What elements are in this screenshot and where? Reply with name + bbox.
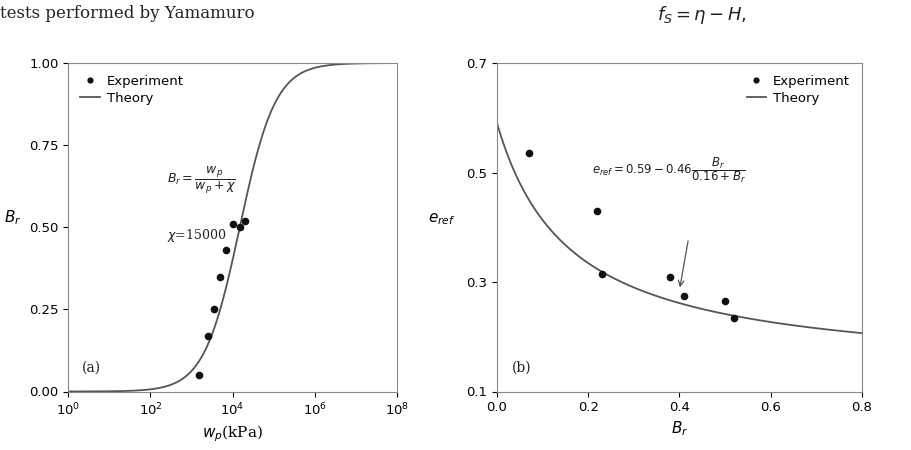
Text: $f_S = \eta - H,$: $f_S = \eta - H,$ xyxy=(656,4,746,27)
Text: $e_{ref} = 0.59 - 0.46\dfrac{B_r}{0.16 + B_r}$: $e_{ref} = 0.59 - 0.46\dfrac{B_r}{0.16 +… xyxy=(591,155,745,185)
Legend: Experiment, Theory: Experiment, Theory xyxy=(75,70,189,110)
Text: tests performed by Yamamuro: tests performed by Yamamuro xyxy=(0,4,254,22)
X-axis label: $w_p$(kPa): $w_p$(kPa) xyxy=(202,423,262,444)
Text: $B_r = \dfrac{w_p}{w_p + \chi}$: $B_r = \dfrac{w_p}{w_p + \chi}$ xyxy=(167,165,236,196)
X-axis label: $B_r$: $B_r$ xyxy=(670,420,688,438)
Text: $\chi$=15000: $\chi$=15000 xyxy=(167,227,226,244)
Text: (a): (a) xyxy=(81,361,100,375)
Text: (b): (b) xyxy=(511,361,531,375)
Y-axis label: $e_{ref}$: $e_{ref}$ xyxy=(427,212,455,227)
Legend: Experiment, Theory: Experiment, Theory xyxy=(741,70,855,110)
Y-axis label: $B_r$: $B_r$ xyxy=(4,208,21,227)
